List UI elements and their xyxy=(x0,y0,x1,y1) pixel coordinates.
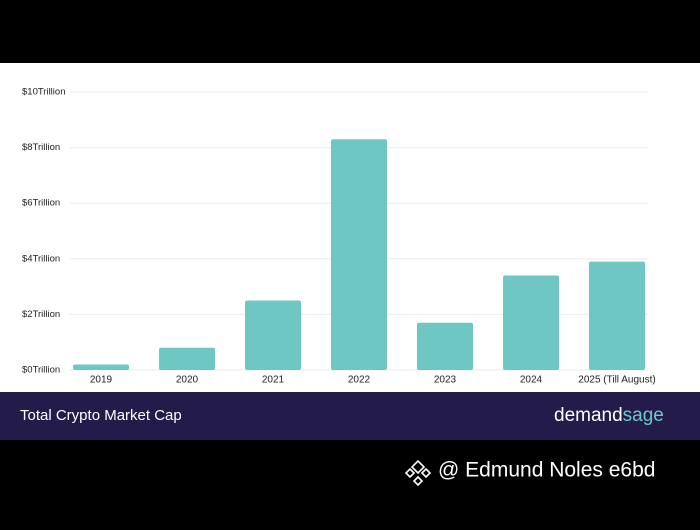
y-tick-label: $0Trillion xyxy=(22,365,60,376)
brand-first: demand xyxy=(554,405,623,426)
y-tick-label: $2Trillion xyxy=(22,309,60,320)
brand-logo: demandsage xyxy=(554,405,664,426)
bar xyxy=(589,261,645,370)
bar xyxy=(159,347,215,370)
x-tick-label: 2020 xyxy=(176,375,199,386)
y-tick-label: $6Trillion xyxy=(22,198,60,209)
bar xyxy=(503,275,559,370)
x-tick-label: 2025 (Till August) xyxy=(578,375,655,386)
watermark-icon xyxy=(404,459,432,487)
bar xyxy=(73,364,129,370)
footer-bar xyxy=(0,392,700,440)
x-tick-label: 2021 xyxy=(262,375,285,386)
x-tick-label: 2024 xyxy=(520,375,543,386)
chart-title: Total Crypto Market Cap xyxy=(20,407,182,424)
watermark: @ Edmund Noles e6bd xyxy=(438,459,655,482)
bar xyxy=(245,300,301,370)
y-tick-label: $10Trillion xyxy=(22,87,65,98)
bar xyxy=(331,139,387,370)
x-tick-label: 2023 xyxy=(434,375,457,386)
brand-second: sage xyxy=(623,405,664,426)
y-tick-label: $8Trillion xyxy=(22,142,60,153)
x-tick-label: 2019 xyxy=(90,375,113,386)
bar xyxy=(417,322,473,370)
x-tick-label: 2022 xyxy=(348,375,371,386)
y-tick-label: $4Trillion xyxy=(22,253,60,264)
